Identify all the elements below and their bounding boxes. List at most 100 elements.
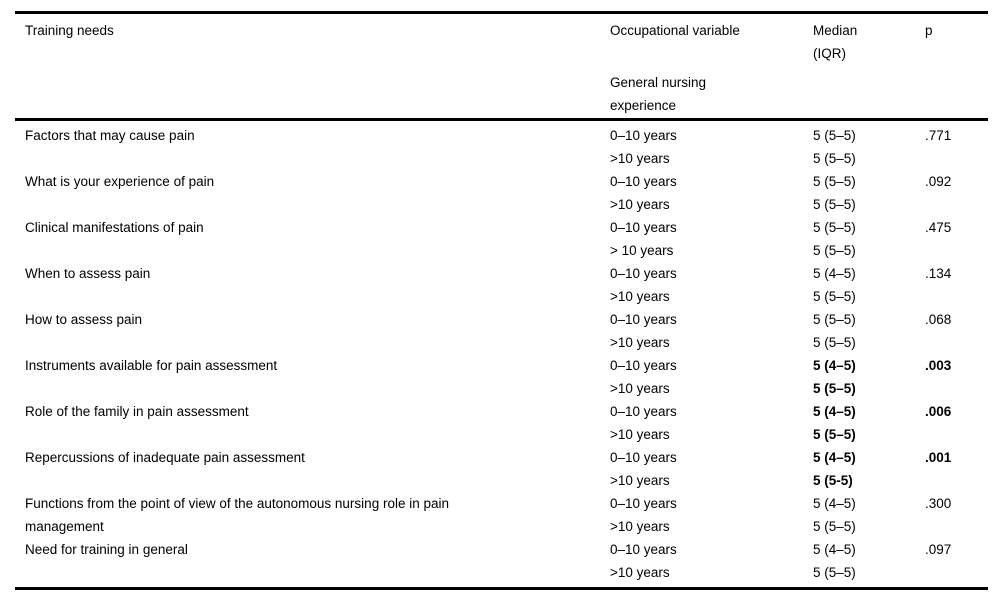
header-sub-empty bbox=[813, 65, 925, 121]
experience-cell: > 10 years bbox=[610, 243, 674, 258]
experience-cell: >10 years bbox=[610, 427, 670, 442]
median-cell: 5 (4–5) bbox=[813, 496, 856, 511]
p-value-cell bbox=[925, 515, 988, 538]
experience-cell: 0–10 years bbox=[610, 312, 677, 327]
experience-cell: >10 years bbox=[610, 519, 670, 534]
p-value-cell bbox=[925, 469, 988, 492]
training-need-cell: Factors that may cause pain bbox=[25, 128, 195, 143]
median-cell: 5 (5–5) bbox=[813, 220, 856, 235]
table-row: >10 years 5 (5–5) bbox=[15, 331, 988, 354]
median-cell: 5 (5-5) bbox=[813, 473, 853, 488]
median-cell: 5 (5–5) bbox=[813, 174, 856, 189]
table-body: Factors that may cause pain 0–10 years 5… bbox=[15, 120, 988, 589]
p-value-cell bbox=[925, 239, 988, 262]
median-cell: 5 (4–5) bbox=[813, 542, 856, 557]
training-needs-table: Training needs Occupational variable Med… bbox=[15, 11, 988, 590]
experience-cell: 0–10 years bbox=[610, 128, 677, 143]
experience-cell: 0–10 years bbox=[610, 266, 677, 281]
experience-cell: >10 years bbox=[610, 197, 670, 212]
median-cell: 5 (5–5) bbox=[813, 565, 856, 580]
experience-cell: >10 years bbox=[610, 473, 670, 488]
p-value-cell: .001 bbox=[925, 450, 952, 465]
p-value-cell: .068 bbox=[925, 312, 952, 327]
table-row: When to assess pain 0–10 years 5 (4–5) .… bbox=[15, 262, 988, 285]
p-value-cell bbox=[925, 147, 988, 170]
experience-cell: >10 years bbox=[610, 335, 670, 350]
table-row: > 10 years 5 (5–5) bbox=[15, 239, 988, 262]
median-cell: 5 (5–5) bbox=[813, 197, 856, 212]
table-row: How to assess pain 0–10 years 5 (5–5) .0… bbox=[15, 308, 988, 331]
training-need-cell: Repercussions of inadequate pain assessm… bbox=[25, 450, 305, 465]
table-row: >10 years 5 (5–5) bbox=[15, 193, 988, 216]
header-sub-empty bbox=[925, 65, 988, 121]
table-row: Need for training in general 0–10 years … bbox=[15, 538, 988, 561]
table-row: >10 years 5 (5–5) bbox=[15, 423, 988, 446]
header-row-sub: General nursing experience bbox=[15, 65, 988, 121]
p-value-cell bbox=[925, 561, 988, 589]
table-row: >10 years 5 (5-5) bbox=[15, 469, 988, 492]
p-value-cell: .003 bbox=[925, 358, 952, 373]
median-cell: 5 (4–5) bbox=[813, 404, 856, 419]
p-value-cell: .771 bbox=[925, 128, 952, 143]
experience-cell: >10 years bbox=[610, 381, 670, 396]
experience-cell: 0–10 years bbox=[610, 404, 677, 419]
header-row-main: Training needs Occupational variable Med… bbox=[15, 13, 988, 66]
p-value-cell: .475 bbox=[925, 220, 952, 235]
p-value-cell: .097 bbox=[925, 542, 952, 557]
experience-cell: 0–10 years bbox=[610, 358, 677, 373]
training-need-cell: Clinical manifestations of pain bbox=[25, 220, 204, 235]
experience-cell: >10 years bbox=[610, 565, 670, 580]
experience-cell: 0–10 years bbox=[610, 450, 677, 465]
table-row: What is your experience of pain 0–10 yea… bbox=[15, 170, 988, 193]
col-header-occupational-variable: Occupational variable bbox=[610, 23, 740, 38]
p-value-cell bbox=[925, 285, 988, 308]
training-need-cell: What is your experience of pain bbox=[25, 174, 215, 189]
median-cell: 5 (5–5) bbox=[813, 128, 856, 143]
median-cell: 5 (4–5) bbox=[813, 266, 856, 281]
training-need-cell: Instruments available for pain assessmen… bbox=[25, 358, 278, 373]
table-row: Clinical manifestations of pain 0–10 yea… bbox=[15, 216, 988, 239]
training-need-cell: Functions from the point of view of the … bbox=[25, 496, 449, 534]
col-header-median-iqr: Median (IQR) bbox=[813, 23, 858, 61]
p-value-cell: .006 bbox=[925, 404, 952, 419]
median-cell: 5 (4–5) bbox=[813, 358, 856, 373]
experience-cell: 0–10 years bbox=[610, 220, 677, 235]
col-header-p: p bbox=[925, 23, 933, 38]
experience-cell: >10 years bbox=[610, 151, 670, 166]
table-row: >10 years 5 (5–5) bbox=[15, 515, 988, 538]
table-row: Role of the family in pain assessment 0–… bbox=[15, 400, 988, 423]
table-header: Training needs Occupational variable Med… bbox=[15, 13, 988, 121]
table-row: Instruments available for pain assessmen… bbox=[15, 354, 988, 377]
experience-cell: 0–10 years bbox=[610, 174, 677, 189]
median-cell: 5 (5–5) bbox=[813, 151, 856, 166]
median-cell: 5 (5–5) bbox=[813, 243, 856, 258]
training-need-cell: Role of the family in pain assessment bbox=[25, 404, 249, 419]
experience-cell: 0–10 years bbox=[610, 542, 677, 557]
table-row: >10 years 5 (5–5) bbox=[15, 561, 988, 589]
training-need-cell: When to assess pain bbox=[25, 266, 151, 281]
table-row: Factors that may cause pain 0–10 years 5… bbox=[15, 120, 988, 148]
median-cell: 5 (5–5) bbox=[813, 289, 856, 304]
p-value-cell: .092 bbox=[925, 174, 952, 189]
experience-cell: >10 years bbox=[610, 289, 670, 304]
median-cell: 5 (4–5) bbox=[813, 450, 856, 465]
header-sub-empty bbox=[15, 65, 610, 121]
median-cell: 5 (5–5) bbox=[813, 519, 856, 534]
table-row: >10 years 5 (5–5) bbox=[15, 147, 988, 170]
p-value-cell bbox=[925, 377, 988, 400]
training-need-cell: How to assess pain bbox=[25, 312, 143, 327]
col-subheader-general-nursing-experience: General nursing experience bbox=[610, 65, 813, 121]
table-row: >10 years 5 (5–5) bbox=[15, 377, 988, 400]
p-value-cell: .134 bbox=[925, 266, 952, 281]
p-value-cell bbox=[925, 331, 988, 354]
median-cell: 5 (5–5) bbox=[813, 427, 856, 442]
training-need-cell: Need for training in general bbox=[25, 542, 188, 557]
p-value-cell: .300 bbox=[925, 496, 952, 511]
table-row: Functions from the point of view of the … bbox=[15, 492, 988, 534]
p-value-cell bbox=[925, 423, 988, 446]
col-header-training-needs: Training needs bbox=[25, 23, 114, 38]
median-cell: 5 (5–5) bbox=[813, 312, 856, 327]
experience-cell: 0–10 years bbox=[610, 496, 677, 511]
median-cell: 5 (5–5) bbox=[813, 381, 856, 396]
table-row: >10 years 5 (5–5) bbox=[15, 285, 988, 308]
